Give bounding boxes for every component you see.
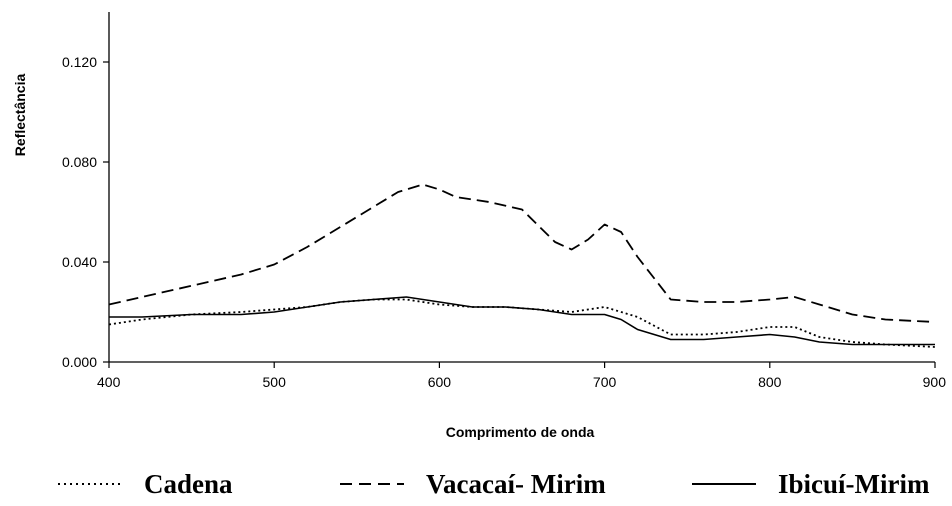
legend-item-1: Cadena	[58, 469, 233, 499]
legend-item-2: Vacacaí- Mirim	[340, 469, 606, 499]
y-tick-label: 0.120	[62, 54, 97, 70]
ticks: 400 500 600 700 800 900 0.000 0.040 0.080 0.120	[62, 54, 946, 390]
series-line-2	[108, 183, 936, 323]
y-tick-label: 0.080	[62, 154, 97, 170]
legend-label: Cadena	[144, 469, 233, 499]
axes	[108, 12, 935, 363]
y-tick-label: 0.040	[62, 254, 97, 270]
x-tick-label: 700	[593, 374, 617, 390]
series-line-3	[109, 296, 935, 346]
legend-label: Ibicuí-Mirim	[778, 469, 930, 499]
x-tick-label: 500	[263, 374, 287, 390]
legend: Cadena Vacacaí- Mirim Ibicuí-Mirim	[58, 469, 930, 499]
y-axis-title: Reflectância	[12, 74, 28, 157]
x-axis-title: Comprimento de onda	[446, 424, 595, 440]
x-tick-label: 400	[97, 374, 121, 390]
x-tick-label: 800	[758, 374, 782, 390]
x-tick-label: 900	[923, 374, 947, 390]
legend-item-3: Ibicuí-Mirim	[692, 469, 930, 499]
y-tick-label: 0.000	[62, 354, 97, 370]
legend-label: Vacacaí- Mirim	[426, 469, 606, 499]
x-tick-label: 600	[428, 374, 452, 390]
series-layer	[108, 183, 936, 348]
